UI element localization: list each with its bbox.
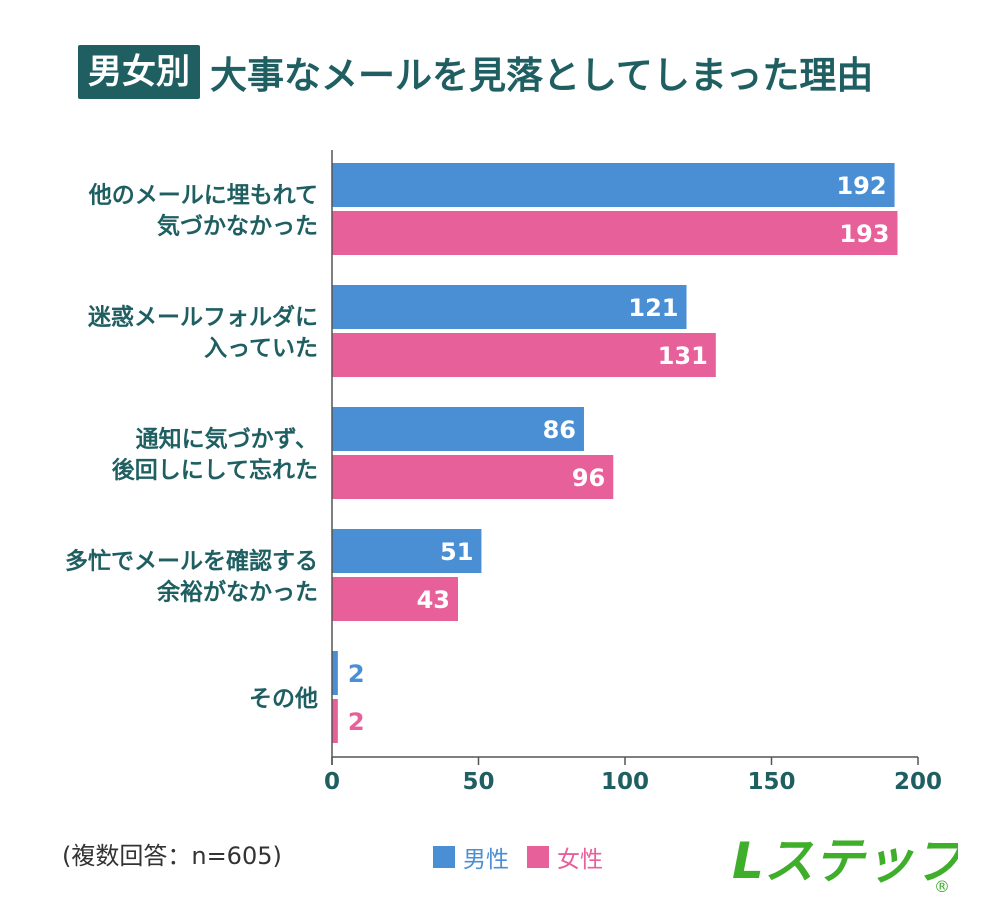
- chart-title: 男女別 大事なメールを見落としてしまった理由: [78, 44, 873, 100]
- x-tick-label: 150: [747, 769, 795, 795]
- bar-male: [332, 529, 482, 573]
- title-main: 大事なメールを見落としてしまった理由: [210, 54, 874, 97]
- bar-female: [332, 699, 338, 743]
- logo-wordmark: Lステップ: [732, 832, 958, 890]
- lstep-logo: Lステップ ®: [731, 831, 958, 896]
- data-label: 43: [417, 586, 450, 614]
- data-label: 121: [628, 294, 678, 322]
- legend-item-female: 女性: [527, 840, 603, 874]
- data-label: 86: [543, 416, 576, 444]
- category-label: 迷惑メールフォルダに: [88, 304, 318, 331]
- bar-male: [332, 651, 338, 695]
- bar-female: [332, 211, 898, 255]
- bar-male: [332, 285, 687, 329]
- category-label: 後回しにして忘れた: [112, 457, 318, 484]
- sample-note: (複数回答：n=605): [62, 842, 282, 870]
- x-tick-label: 50: [462, 769, 494, 795]
- data-label: 131: [658, 342, 708, 370]
- x-tick-label: 100: [601, 769, 649, 795]
- data-label: 96: [572, 464, 605, 492]
- legend-item-male: 男性: [433, 840, 509, 874]
- bar-male: [332, 407, 584, 451]
- data-label: 193: [839, 220, 889, 248]
- category-label: 通知に気づかず、: [136, 426, 318, 453]
- legend-swatch-male: [433, 846, 455, 868]
- data-label: 192: [836, 172, 886, 200]
- bar-female: [332, 333, 716, 377]
- data-label: 51: [440, 538, 473, 566]
- category-label: 入っていた: [204, 336, 318, 362]
- category-label: 多忙でメールを確認する: [65, 548, 318, 575]
- legend-label-male: 男性: [463, 847, 509, 873]
- title-tag: 男女別: [78, 45, 200, 99]
- category-label: 余裕がなかった: [156, 579, 318, 606]
- data-label: 2: [348, 660, 365, 688]
- category-label: 他のメールに埋もれて: [88, 183, 318, 209]
- registered-mark: ®: [934, 877, 950, 896]
- data-label: 2: [348, 708, 365, 736]
- bar-female: [332, 577, 458, 621]
- category-label: 気づかなかった: [157, 213, 318, 240]
- x-tick-label: 200: [894, 769, 942, 795]
- legend-label-female: 女性: [557, 847, 603, 873]
- legend-swatch-female: [527, 846, 549, 868]
- bar-female: [332, 455, 614, 499]
- legend: 男性 女性: [433, 840, 621, 874]
- category-label: その他: [249, 686, 318, 712]
- x-tick-label: 0: [324, 769, 340, 795]
- bar-male: [332, 163, 895, 207]
